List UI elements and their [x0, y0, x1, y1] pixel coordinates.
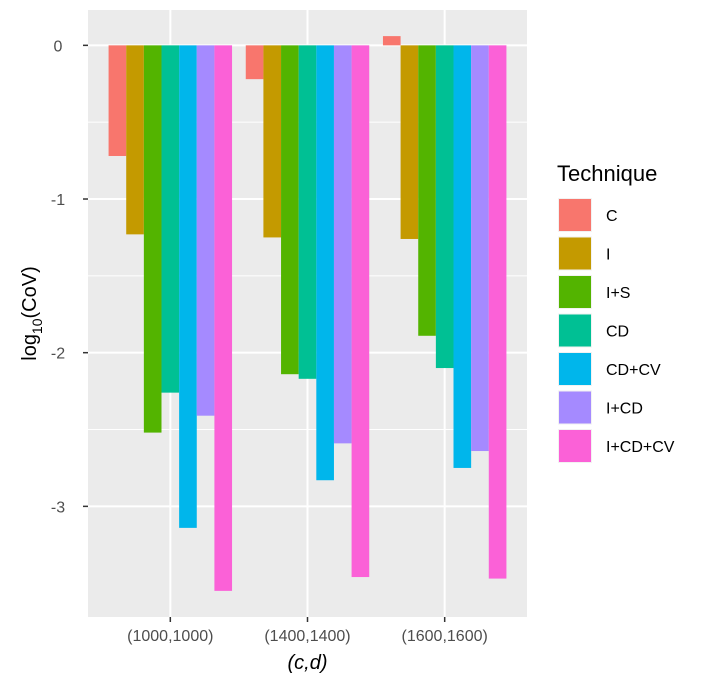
y-tick-label: -3 — [51, 499, 65, 516]
legend-label: I+S — [606, 285, 630, 302]
bar — [488, 45, 507, 579]
legend-label: CD+CV — [606, 362, 661, 379]
legend-title: Technique — [557, 161, 657, 186]
legend: Technique C I I+S CD CD+CV I+CD I+CD+CV — [557, 161, 675, 463]
bar — [316, 45, 334, 481]
legend-label: I+CD+CV — [606, 439, 675, 456]
legend-label: I+CD — [606, 401, 643, 418]
legend-key — [559, 391, 591, 424]
bar — [471, 45, 489, 452]
x-axis-title: (c,d) — [288, 652, 328, 674]
legend-key — [559, 430, 591, 462]
bar — [333, 45, 352, 444]
legend-label: I — [606, 247, 610, 264]
bar — [435, 45, 454, 369]
legend-key — [559, 199, 591, 231]
bar — [179, 45, 197, 528]
y-axis-title: log10(CoV) — [19, 266, 45, 361]
y-axis-title-main: log — [19, 334, 41, 361]
x-axis-ticks: (1000,1000) (1400,1400) (1600,1600) — [127, 617, 488, 645]
bar — [453, 45, 472, 468]
legend-key — [559, 276, 591, 308]
bar — [263, 45, 282, 238]
legend-label: C — [606, 208, 618, 225]
bar — [196, 45, 215, 416]
x-tick-label: (1400,1400) — [264, 628, 350, 645]
bar — [281, 45, 299, 375]
y-tick-label: 0 — [54, 38, 63, 55]
y-axis-title-subscript: 10 — [29, 318, 45, 334]
bars — [108, 36, 507, 591]
bar — [143, 45, 162, 433]
bar — [418, 45, 436, 336]
legend-label: CD — [606, 324, 629, 341]
bar — [245, 45, 264, 80]
bar — [298, 45, 317, 379]
bar — [382, 36, 401, 46]
y-tick-label: -1 — [51, 192, 65, 209]
legend-key — [559, 237, 591, 270]
legend-key — [559, 314, 591, 347]
bar — [400, 45, 419, 239]
x-tick-label: (1600,1600) — [402, 628, 488, 645]
y-axis-ticks: 0 -1 -2 -3 — [51, 38, 88, 516]
bar — [351, 45, 370, 578]
legend-key — [559, 353, 591, 385]
y-axis-title-rest: (CoV) — [19, 266, 41, 318]
bar — [108, 45, 127, 156]
bar — [126, 45, 144, 235]
bar — [214, 45, 233, 591]
bar — [161, 45, 180, 393]
y-tick-label: -2 — [51, 346, 65, 363]
x-tick-label: (1000,1000) — [127, 628, 213, 645]
